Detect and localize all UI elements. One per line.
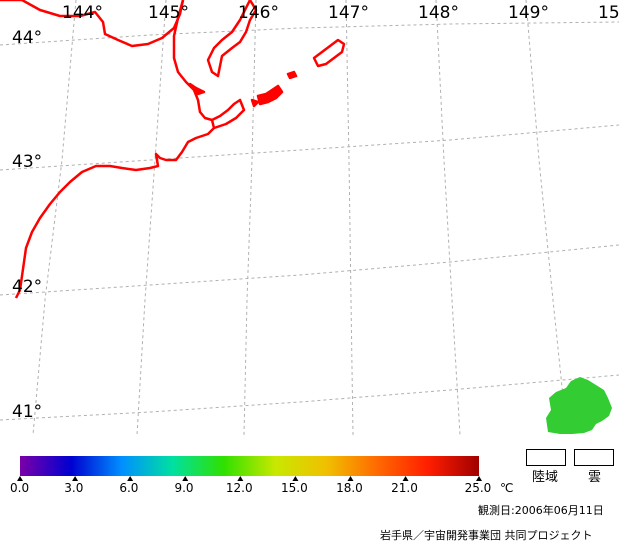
scale-tick-label: 9.0 [174, 481, 194, 495]
nemuro-peninsula [211, 98, 246, 130]
shiretoko-tip [188, 82, 206, 96]
longitude-label-145: 145° [148, 3, 189, 23]
parallel-line [0, 124, 619, 171]
scale-tick-label: 15.0 [281, 481, 308, 495]
longitude-label-146: 146° [238, 3, 279, 23]
scale-tick-label: 12.0 [225, 481, 253, 495]
meridian-line [345, 0, 354, 436]
coastline [0, 0, 346, 299]
sea-surface-temperature-patch [546, 377, 612, 434]
observation-date: 観測日:2006年06月11日 [478, 504, 604, 517]
parallel-line [0, 244, 619, 296]
parallel-line [0, 21, 619, 46]
latitude-label-43: 43° [12, 152, 43, 172]
iturup-island [312, 38, 346, 68]
scale-tick-label: 21.0 [391, 481, 418, 495]
small-island [286, 70, 298, 80]
latitude-label-42: 42° [12, 277, 43, 297]
meridian-line [32, 0, 77, 436]
longitude-label-144: 144° [62, 3, 103, 23]
shikotan-habomai [256, 84, 284, 106]
habomai-islet [250, 98, 260, 108]
meridian-line [525, 0, 568, 436]
hokkaido-east-coast [14, 0, 216, 299]
longitude-label-147: 147° [328, 3, 369, 23]
graticule-grid [0, 0, 619, 436]
land-legend-swatch [526, 449, 566, 466]
latitude-label-41: 41° [12, 402, 43, 422]
longitude-label-148: 148° [418, 3, 459, 23]
latitude-label-44: 44° [12, 28, 43, 48]
longitude-label-149: 149° [508, 3, 549, 23]
temperature-unit: ℃ [500, 481, 514, 495]
scale-tick-label: 0.0 [10, 481, 30, 495]
cloud-legend-label: 雲 [588, 470, 602, 485]
credit-line: 岩手県／宇宙開発事業団 共同プロジェクト [380, 529, 593, 542]
meridian-line [243, 0, 257, 436]
scale-tick-label: 3.0 [64, 481, 84, 495]
meridian-line [435, 0, 461, 436]
scale-tick-label: 25.0 [464, 481, 492, 495]
cloud-legend-swatch [574, 449, 614, 466]
land-legend-label: 陸域 [532, 470, 559, 485]
scale-tick-label: 6.0 [119, 481, 139, 495]
parallel-line [0, 374, 619, 421]
scale-tick-label: 18.0 [336, 481, 363, 495]
kunashiri-island [206, 0, 258, 78]
temperature-color-scale [20, 456, 479, 476]
hokkaido-north-coast [21, 0, 185, 48]
meridian-line [136, 0, 167, 436]
longitude-label-150: 15 [598, 3, 619, 23]
